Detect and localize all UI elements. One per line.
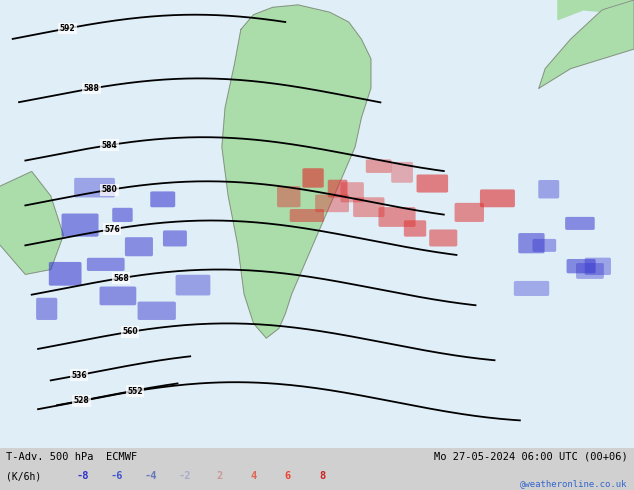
FancyBboxPatch shape [100, 287, 136, 305]
Text: 552: 552 [127, 387, 143, 395]
FancyBboxPatch shape [125, 237, 153, 256]
FancyBboxPatch shape [302, 168, 324, 188]
FancyBboxPatch shape [567, 259, 596, 273]
FancyBboxPatch shape [315, 195, 349, 212]
Polygon shape [222, 5, 371, 338]
FancyBboxPatch shape [538, 180, 559, 198]
Text: 528: 528 [74, 396, 89, 405]
FancyBboxPatch shape [404, 220, 426, 237]
Text: -2: -2 [179, 471, 191, 481]
FancyBboxPatch shape [112, 208, 133, 222]
Text: 8: 8 [319, 471, 325, 481]
FancyBboxPatch shape [0, 0, 634, 448]
Text: 588: 588 [84, 84, 100, 93]
Text: @weatheronline.co.uk: @weatheronline.co.uk [520, 480, 628, 489]
Text: T-Adv. 500 hPa  ECMWF: T-Adv. 500 hPa ECMWF [6, 452, 138, 462]
FancyBboxPatch shape [290, 209, 324, 222]
Text: -8: -8 [76, 471, 89, 481]
FancyBboxPatch shape [378, 207, 416, 227]
Text: 568: 568 [113, 273, 129, 283]
FancyBboxPatch shape [176, 275, 210, 295]
FancyBboxPatch shape [0, 448, 634, 490]
Text: 2: 2 [216, 471, 223, 481]
FancyBboxPatch shape [87, 258, 125, 271]
FancyBboxPatch shape [277, 186, 301, 207]
FancyBboxPatch shape [61, 214, 98, 237]
Text: 592: 592 [60, 24, 75, 33]
Text: 576: 576 [104, 225, 120, 234]
FancyBboxPatch shape [533, 239, 556, 252]
FancyBboxPatch shape [353, 197, 384, 217]
FancyBboxPatch shape [36, 298, 57, 320]
FancyBboxPatch shape [138, 301, 176, 320]
FancyBboxPatch shape [366, 159, 392, 173]
Text: 4: 4 [250, 471, 257, 481]
Text: -4: -4 [145, 471, 157, 481]
FancyBboxPatch shape [340, 182, 364, 202]
FancyBboxPatch shape [429, 229, 457, 246]
Text: 580: 580 [101, 185, 117, 194]
FancyBboxPatch shape [74, 178, 115, 197]
Text: Mo 27-05-2024 06:00 UTC (00+06): Mo 27-05-2024 06:00 UTC (00+06) [434, 452, 628, 462]
FancyBboxPatch shape [417, 174, 448, 193]
Polygon shape [539, 0, 634, 88]
Text: 536: 536 [71, 370, 87, 380]
Text: 584: 584 [101, 141, 117, 149]
FancyBboxPatch shape [576, 263, 604, 279]
Polygon shape [0, 172, 63, 274]
Text: 560: 560 [122, 327, 138, 336]
FancyBboxPatch shape [514, 281, 549, 296]
FancyBboxPatch shape [565, 217, 595, 230]
Text: 6: 6 [285, 471, 291, 481]
Text: (K/6h): (K/6h) [6, 471, 42, 481]
FancyBboxPatch shape [391, 162, 413, 183]
FancyBboxPatch shape [328, 180, 347, 197]
FancyBboxPatch shape [480, 190, 515, 207]
FancyBboxPatch shape [518, 233, 545, 253]
Text: -6: -6 [110, 471, 123, 481]
Polygon shape [558, 0, 634, 20]
FancyBboxPatch shape [455, 203, 484, 222]
FancyBboxPatch shape [585, 258, 611, 275]
FancyBboxPatch shape [49, 262, 82, 286]
FancyBboxPatch shape [163, 230, 187, 246]
FancyBboxPatch shape [150, 192, 175, 207]
